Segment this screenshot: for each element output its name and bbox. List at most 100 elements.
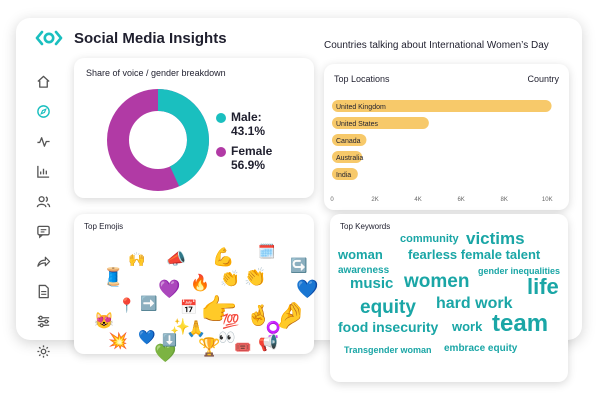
emoji-item: 🤌 <box>274 300 307 330</box>
emoji-item: 💥 <box>108 333 128 350</box>
female-label: Female <box>231 144 273 158</box>
x-tick-label: 4K <box>414 197 421 203</box>
bar-india[interactable] <box>332 168 358 180</box>
x-tick-label: 10K <box>542 197 553 203</box>
emoji-item: 📍 <box>118 297 136 313</box>
emoji-item: 👏 <box>220 271 240 288</box>
x-tick-label: 2K <box>371 197 378 203</box>
emoji-item: 🙏 <box>186 321 206 338</box>
emoji-item: ↪️ <box>290 257 308 273</box>
female-value: 56.9% <box>231 158 266 172</box>
emoji-item: 🏆 <box>198 337 221 357</box>
bar-label: India <box>336 172 351 179</box>
bar-united-kingdom[interactable] <box>332 100 552 112</box>
sidebar-item-share[interactable] <box>32 250 54 272</box>
sidebar-item-filters[interactable] <box>32 310 54 332</box>
keyword-item[interactable]: work <box>452 319 483 334</box>
emoji-item: 🧵 <box>102 267 125 287</box>
emoji-item: 🔥 <box>190 275 210 292</box>
keyword-item[interactable]: food insecurity <box>338 319 439 335</box>
emoji-item: ✨ <box>170 319 190 336</box>
keyword-item[interactable]: victims <box>466 229 525 248</box>
keyword-item[interactable]: Transgender woman <box>344 345 432 355</box>
emoji-item: 📣 <box>166 251 186 268</box>
sidebar-item-audience[interactable] <box>32 190 54 212</box>
document-icon <box>38 284 49 298</box>
sidebar-item-home[interactable] <box>32 70 54 92</box>
dashboard-window: Social Media Insights <box>16 18 582 362</box>
emoji-item: 🎟️ <box>234 339 252 355</box>
top-keywords-card: Top Keywords community victims woman fearle… <box>330 214 568 382</box>
bar-label: United Kingdom <box>336 104 386 111</box>
emoji-item: 👏 <box>244 267 267 287</box>
female-swatch <box>216 147 226 157</box>
legend-item-female: Female 56.9% <box>216 144 272 172</box>
home-icon <box>36 75 50 88</box>
emoji-item: 🙌 <box>128 251 146 267</box>
users-icon <box>36 195 50 207</box>
top-keywords-title: Top Keywords <box>340 222 391 231</box>
share-of-voice-card: Share of voice / gender breakdown Male: … <box>74 58 314 198</box>
keyword-item[interactable]: equity <box>360 297 416 318</box>
sidebar-item-activity[interactable] <box>32 130 54 152</box>
keyword-item[interactable]: music <box>350 275 394 292</box>
sidebar-item-messages[interactable] <box>32 220 54 242</box>
bar-chart-icon <box>36 165 49 178</box>
keyword-item[interactable]: hard work <box>436 295 513 312</box>
activity-icon <box>36 136 50 147</box>
bar-canada[interactable] <box>332 134 367 146</box>
keyword-item[interactable]: woman <box>338 247 383 262</box>
male-value: 43.1% <box>231 124 266 138</box>
keyword-item[interactable]: team <box>492 310 549 337</box>
top-emojis-title: Top Emojis <box>84 222 124 231</box>
compass-icon <box>36 104 50 118</box>
emoji-item: ➡️ <box>140 295 158 311</box>
bar-united-states[interactable] <box>332 117 429 129</box>
countries-section-title: Countries talking about International Wo… <box>324 40 549 51</box>
app-header: Social Media Insights <box>34 28 227 48</box>
emoji-item: 🤞 <box>246 305 271 327</box>
emoji-item: ♀️ <box>262 321 285 341</box>
donut-slice-male <box>107 89 209 191</box>
keyword-item[interactable]: embrace equity <box>444 343 518 354</box>
emoji-item: 👀 <box>218 329 236 345</box>
country-bar-chart: United Kingdom United States Canada Austral… <box>330 100 553 203</box>
emoji-item: 📅 <box>180 299 198 315</box>
gender-legend: Male: 43.1% Female 56.9% <box>216 110 272 178</box>
emoji-item: 👉 <box>200 294 238 327</box>
x-tick-label: 0 <box>330 197 334 203</box>
keyword-item[interactable]: gender inequalities <box>478 266 561 276</box>
sidebar-item-settings[interactable] <box>32 340 54 362</box>
x-tick-label: 6K <box>457 197 464 203</box>
legend-item-male: Male: 43.1% <box>216 110 272 138</box>
country-column-label: Country <box>527 74 559 84</box>
emoji-item: ⬇️ <box>162 333 177 347</box>
emoji-item: 😻 <box>94 313 114 330</box>
keyword-item[interactable]: fearless female talent <box>408 247 541 262</box>
share-of-voice-title: Share of voice / gender breakdown <box>86 68 226 78</box>
sidebar <box>28 70 58 370</box>
keyword-item[interactable]: community <box>400 233 459 245</box>
bar-australia[interactable] <box>332 151 363 163</box>
logo-icon <box>35 30 63 46</box>
gear-icon <box>36 344 50 358</box>
emoji-item: 🗓️ <box>258 243 276 259</box>
emoji-item: 💚 <box>154 343 177 363</box>
male-label: Male: <box>231 110 262 124</box>
x-tick-label: 8K <box>501 197 508 203</box>
emoji-item: 💙 <box>138 329 156 345</box>
keyword-item[interactable]: awareness <box>338 265 390 276</box>
emoji-item: 💯 <box>222 313 240 329</box>
top-locations-title: Top Locations <box>334 74 390 84</box>
keyword-item[interactable]: life <box>527 274 559 299</box>
sidebar-item-reports[interactable] <box>32 160 54 182</box>
share-icon <box>36 256 50 267</box>
bar-label: Canada <box>336 138 361 145</box>
emoji-item: 💙 <box>296 279 319 299</box>
app-title: Social Media Insights <box>74 29 227 47</box>
bar-label: United States <box>336 121 379 128</box>
sidebar-item-documents[interactable] <box>32 280 54 302</box>
emoji-item: 💪 <box>212 247 235 267</box>
keyword-item[interactable]: women <box>404 271 470 292</box>
sidebar-item-explore[interactable] <box>32 100 54 122</box>
